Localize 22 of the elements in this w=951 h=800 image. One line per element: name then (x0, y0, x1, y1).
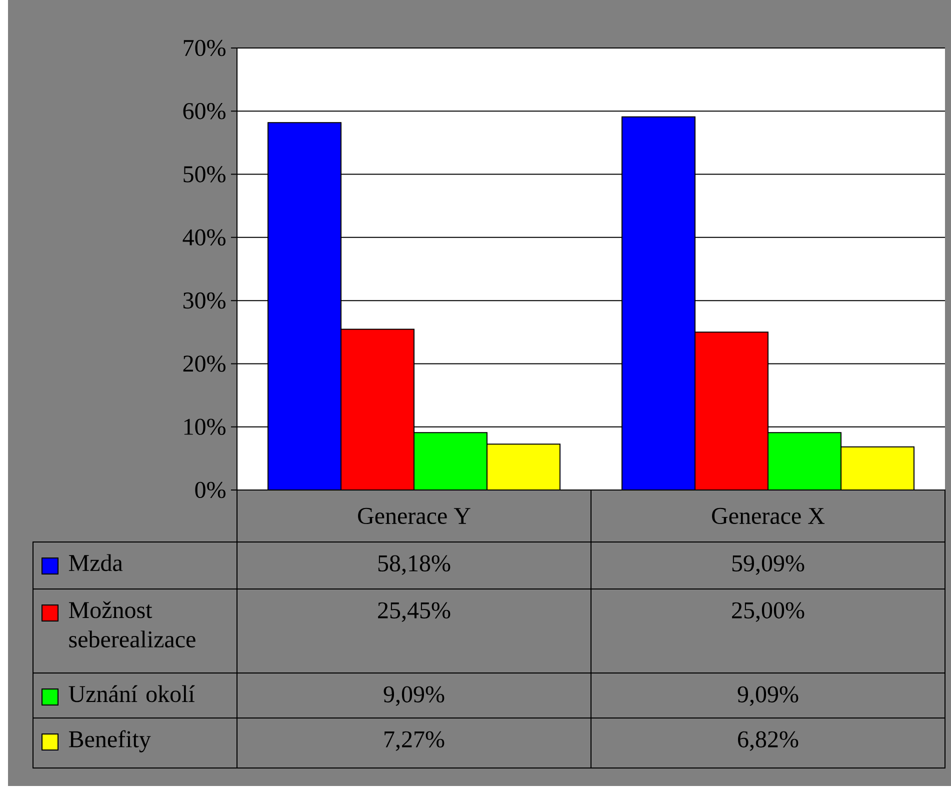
y-tick-label: 50% (184, 166, 226, 182)
legend-label: Mzda (68, 554, 123, 572)
y-tick-label: 0% (195, 482, 226, 498)
data-label: 6,82% (738, 731, 798, 751)
legend-label: Benefity (68, 730, 151, 752)
x-tick-label: Generace X (712, 508, 825, 524)
data-label: 9,09% (738, 686, 798, 706)
data-label: 9,09% (384, 686, 444, 706)
legend-label: Uznání okolí (68, 685, 195, 702)
y-tick-label: 40% (182, 229, 226, 246)
data-label: 25,45% (378, 602, 450, 622)
x-tick-label: Generace Y (358, 508, 470, 524)
data-label: 58,18% (378, 555, 450, 575)
legend-label: Možnost seberealizace (68, 601, 196, 648)
data-label: 59,09% (732, 555, 804, 575)
data-label: 7,27% (384, 731, 444, 751)
y-tick-label: 30% (183, 292, 226, 309)
data-label: 25,00% (732, 602, 804, 622)
y-tick-label: 10% (184, 418, 226, 435)
y-tick-label: 60% (183, 103, 226, 120)
y-tick-label: 70% (184, 40, 226, 56)
y-tick-label: 20% (183, 356, 226, 372)
